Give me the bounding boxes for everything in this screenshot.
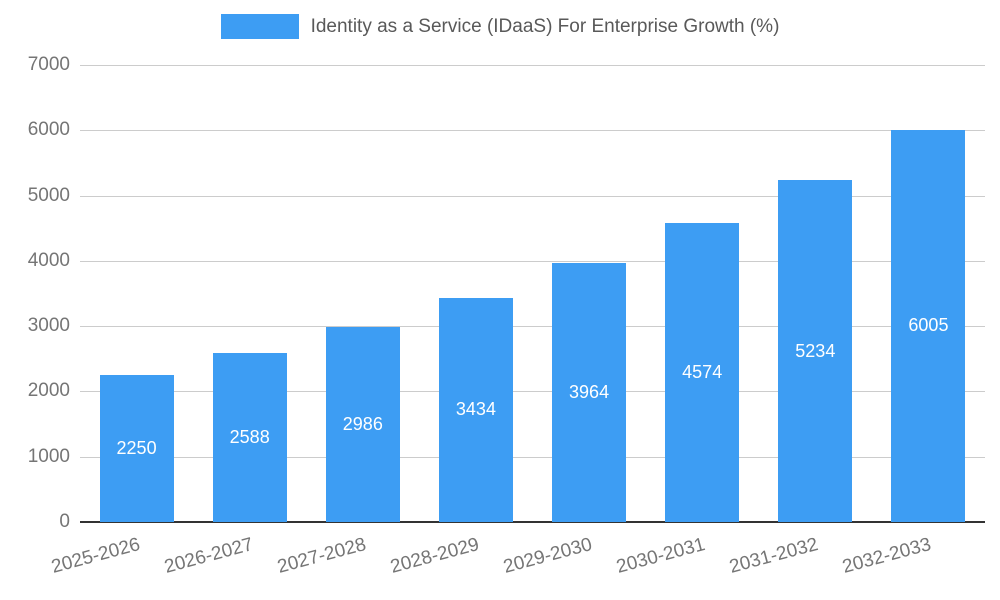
bar-value-label: 3434 bbox=[455, 399, 496, 420]
bar: 2986 bbox=[325, 327, 400, 522]
y-axis-tick-label: 6000 bbox=[27, 119, 70, 141]
plot-area: 0 1000 2000 3000 4000 5000 6000 7000 2250 2025-20… bbox=[28, 54, 985, 578]
y-axis-tick-label: 7000 bbox=[27, 54, 70, 75]
bar: 3434 bbox=[438, 297, 513, 522]
legend: Identity as a Service (IDaaS) For Enterp… bbox=[0, 14, 1000, 39]
bar-value-label: 2588 bbox=[229, 427, 270, 448]
bar: 2250 bbox=[99, 375, 174, 522]
bar: 2588 bbox=[212, 353, 287, 522]
gridline bbox=[80, 326, 985, 328]
gridline bbox=[80, 391, 985, 393]
y-axis-tick-label: 1000 bbox=[27, 445, 70, 467]
bar-value-label: 3964 bbox=[569, 382, 610, 403]
bar-value-label: 6005 bbox=[908, 315, 949, 336]
bar: 6005 bbox=[891, 129, 966, 522]
gridline bbox=[80, 260, 985, 262]
y-axis-tick-label: 3000 bbox=[27, 315, 70, 337]
bar-value-label: 2986 bbox=[342, 414, 383, 435]
bar: 3964 bbox=[552, 263, 627, 522]
y-axis-tick-label: 5000 bbox=[27, 184, 70, 206]
bar-value-label: 2250 bbox=[116, 438, 157, 459]
gridline bbox=[80, 456, 985, 458]
bar: 4574 bbox=[665, 223, 740, 522]
bar-value-label: 5234 bbox=[795, 340, 836, 361]
gridline bbox=[80, 65, 985, 66]
bar: 5234 bbox=[778, 180, 853, 522]
bar-value-label: 4574 bbox=[682, 362, 723, 383]
y-axis-tick-label: 2000 bbox=[27, 380, 70, 402]
gridline bbox=[80, 195, 985, 197]
legend-swatch bbox=[220, 14, 299, 39]
gridline bbox=[80, 130, 985, 132]
y-axis-tick-label: 4000 bbox=[27, 249, 70, 271]
x-axis-line bbox=[80, 521, 985, 523]
chart-title: Identity as a Service (IDaaS) For Enterp… bbox=[310, 15, 780, 37]
y-axis-tick-label: 0 bbox=[59, 511, 70, 532]
